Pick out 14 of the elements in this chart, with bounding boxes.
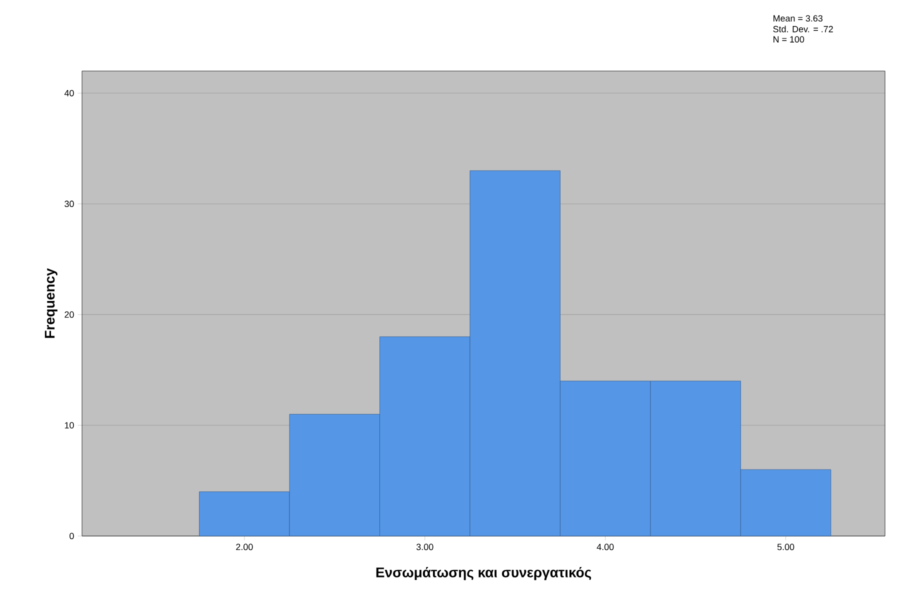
y-tick-label: 10 [64,422,74,428]
y-tick-label: 40 [64,90,74,96]
text: Mean = 3.63 [774,15,822,22]
text: N = 100 [774,36,804,43]
x-tick-label: 3.00 [416,544,434,550]
y-tick-label: 30 [64,200,74,208]
y-axis-title: Frequency [44,268,58,338]
x-tick-label: 5.00 [777,544,794,550]
x-axis-title: Ενσωμάτωσης και συνεργατικός [376,566,592,580]
y-tick-label: 0 [70,532,74,540]
x-tick-label: 4.00 [596,544,614,550]
text: Std. Dev. = .72 [773,26,833,32]
y-tick-label: 20 [64,311,74,318]
x-tick-label: 2.00 [236,544,253,550]
